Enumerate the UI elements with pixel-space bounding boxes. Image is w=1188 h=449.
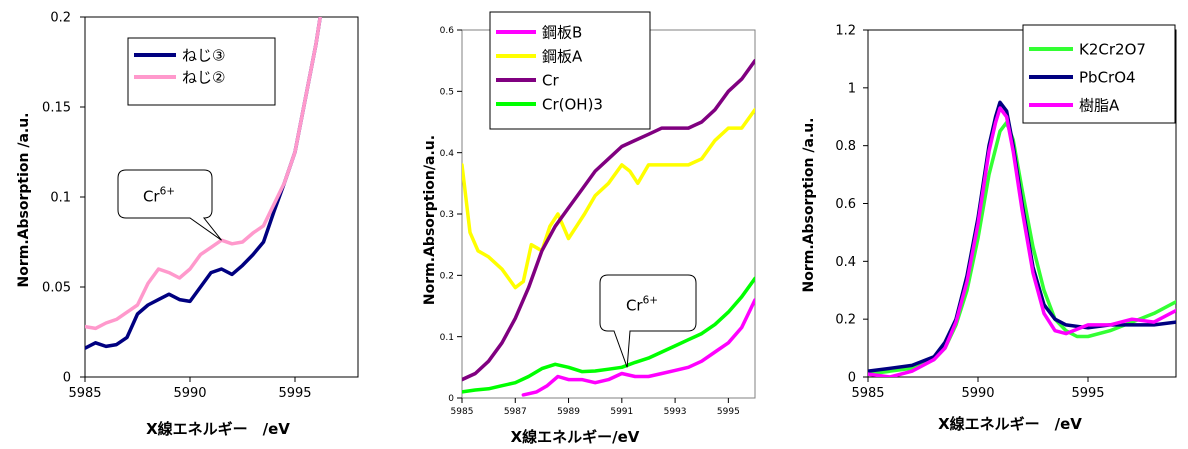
legend: K2Cr2O7 PbCrO4 樹脂A	[1022, 24, 1176, 124]
x-tick-label: 5987	[504, 407, 527, 417]
legend-label: K2Cr2O7	[1079, 40, 1146, 58]
series-line	[868, 106, 1176, 377]
legend-label: PbCrO4	[1079, 68, 1136, 86]
y-tick-label: 0.4	[835, 255, 856, 270]
x-tick-label: 5995	[1071, 386, 1104, 401]
legend-label: 鋼板A	[542, 47, 583, 65]
x-axis-title: X線エネルギー/eV	[511, 428, 640, 446]
series-line	[462, 276, 755, 394]
callout-bubble	[117, 169, 222, 241]
y-tick-label: 0.2	[440, 271, 454, 281]
y-tick-label: 0.6	[440, 26, 455, 36]
series-group	[868, 100, 1176, 377]
y-tick-label: 0	[848, 371, 856, 386]
y-tick-label: 0.15	[42, 101, 71, 116]
x-axis-title: X線エネルギー /eV	[146, 420, 290, 438]
chart-panel-reference: 0 0.2 0.4 0.6 0.8 1 1.2 5985 5990 5995 X線エネルギー /eV…	[801, 24, 1177, 433]
series-line	[85, 17, 322, 331]
y-tick-label: 0.05	[42, 281, 71, 296]
x-axis-title: X線エネルギー /eV	[938, 415, 1082, 433]
x-tick-label: 5991	[610, 407, 633, 417]
y-tick-label: 0.3	[440, 210, 454, 220]
legend: ねじ③ ねじ②	[127, 37, 276, 106]
x-tick-label: 5989	[557, 407, 580, 417]
x-tick-label: 5995	[278, 386, 311, 401]
callout-annotation: Cr6+	[117, 169, 222, 241]
y-axis-title: Norm.Absorption/a.u.	[422, 135, 438, 305]
callout-label: Cr6+	[143, 185, 175, 205]
series-line	[462, 107, 755, 290]
y-tick-label: 0.4	[440, 149, 455, 159]
x-tick-label: 5990	[961, 386, 994, 401]
callout-bubble	[599, 274, 697, 368]
y-tick-label: 0.6	[835, 197, 856, 212]
chart-panel-screw: 0 0.05 0.1 0.15 0.2 5985 5990 5995 X線エネルギー /eV No…	[16, 11, 359, 438]
series-group	[85, 17, 322, 350]
y-tick-label: 0.1	[440, 333, 454, 343]
legend-label: 鋼板B	[542, 23, 582, 41]
legend: 鋼板B 鋼板A Cr Cr(OH)3	[489, 11, 651, 130]
callout-annotation: Cr6+	[599, 274, 697, 368]
legend-box	[127, 37, 276, 106]
x-tick-label: 5990	[173, 386, 206, 401]
x-tick-label: 5985	[451, 407, 474, 417]
series-line	[521, 298, 755, 397]
x-tick-label: 5985	[851, 386, 884, 401]
y-axis-title: Norm.Absorption /a.u.	[16, 113, 32, 288]
y-tick-label: 0.2	[835, 313, 856, 328]
series-line	[462, 58, 755, 382]
legend-label: ねじ③	[182, 46, 225, 64]
y-tick-label: 1	[848, 81, 856, 96]
x-tick-label: 5993	[664, 407, 687, 417]
legend-label: 樹脂A	[1079, 96, 1120, 114]
x-tick-label: 5995	[717, 407, 740, 417]
y-tick-label: 0.1	[50, 191, 71, 206]
series-group	[462, 58, 755, 397]
legend-label: Cr(OH)3	[542, 95, 603, 113]
y-tick-label: 0.2	[50, 11, 71, 26]
y-tick-label: 1.2	[835, 24, 856, 39]
y-tick-label: 0	[63, 371, 71, 386]
y-tick-label: 0	[448, 394, 454, 404]
callout-label: Cr6+	[626, 294, 658, 314]
legend-label: Cr	[542, 71, 559, 89]
y-axis-title: Norm.Absorption /a.u.	[801, 118, 817, 293]
y-tick-label: 0.8	[835, 139, 856, 154]
series-line	[868, 100, 1176, 373]
y-tick-label: 0.5	[440, 87, 454, 97]
x-tick-label: 5985	[68, 386, 101, 401]
chart-panel-steel: 0 0.1 0.2 0.3 0.4 0.5 0.6 5985 5987 5989 5991 5993 5…	[422, 11, 756, 446]
legend-label: ねじ②	[182, 68, 225, 86]
